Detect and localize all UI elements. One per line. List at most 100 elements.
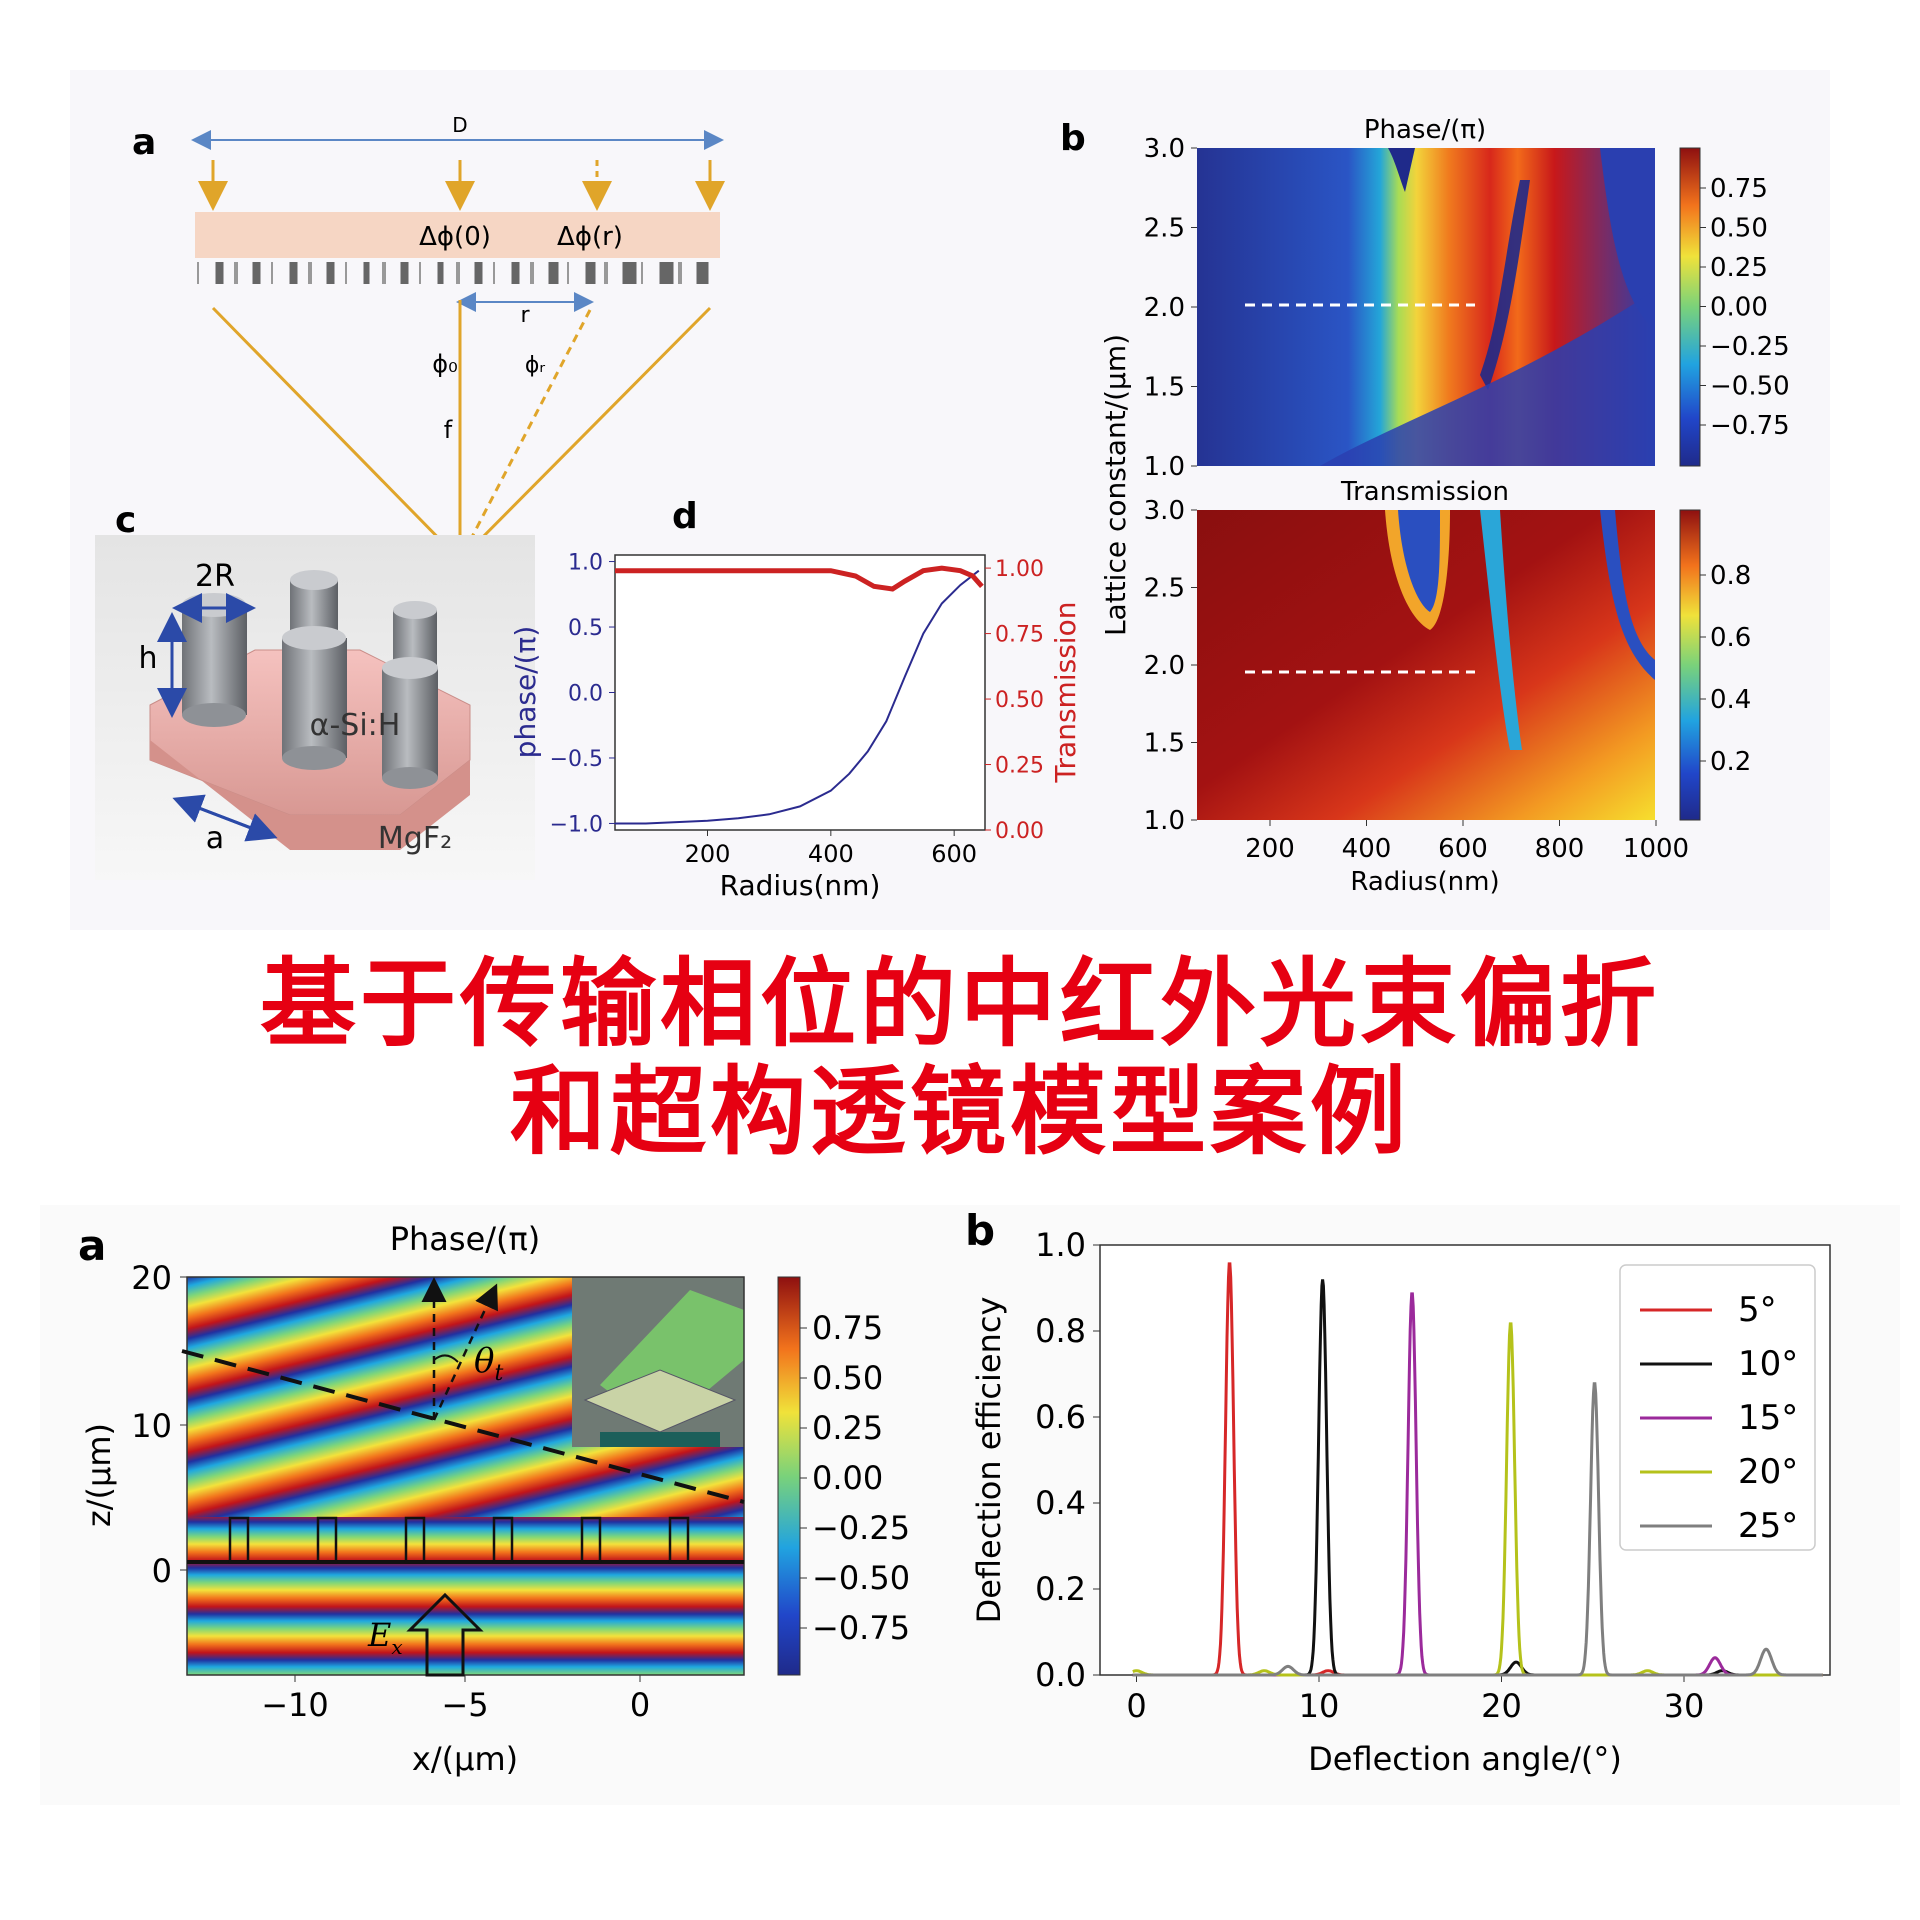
nanopillar-outline [668,1516,690,1564]
legend-entry: 15° [1738,1398,1798,1438]
efficiency-xtick-label: 30 [1664,1687,1705,1725]
lens-nanopillar [382,262,386,284]
inset-substrate [600,1432,720,1447]
d-ytick-right-label: 0.50 [995,688,1044,713]
lens-nanopillar [511,262,520,284]
trans-map-feature-3 [1480,510,1522,750]
trans-colorbar-tick-label: 0.4 [1710,685,1751,715]
metalens-substrate [195,212,720,258]
bottom-panel-b-label: b [965,1206,995,1255]
b-ytick-label: 1.0 [1144,806,1185,836]
panel-d-chart: d 200 400 600 1.0 0.5 0.0 −0.5 −1.0 1.00 0.75 0.50… [509,496,1082,902]
field-colorbar-tick-label: 0.00 [812,1459,883,1497]
field-map-ticks: −10 −5 0 20 10 0 [131,1259,650,1724]
b-xtick-label: 200 [1245,834,1295,864]
phase-colorbar-tick-label: 0.00 [1710,293,1768,323]
lens-nanopillar [696,262,709,284]
transmission-colorbar [1679,509,1701,821]
lattice-label: a [206,821,224,856]
phase-center-label: Δϕ(0) [419,222,491,252]
trans-map-feature-2 [1398,510,1440,612]
b-ticks: 3.0 2.5 2.0 1.5 1.0 3.0 2.5 2.0 1.5 1.0 200 400 600 8… [1144,134,1689,864]
field-colorbar [777,1276,801,1676]
nanopillar-outline [404,1516,426,1564]
d-ytick-right-label: 0.00 [995,819,1044,844]
field-map-xtick-label: 0 [630,1686,650,1724]
lens-nanopillar [474,262,483,284]
lens-nanopillar [326,262,335,284]
d-ytick-left-label: 1.0 [568,551,603,576]
d-ytick-left-label: −0.5 [550,747,603,772]
panel-c-unit-cell: c 2R h α-Si: [95,500,535,880]
d-ticks: 200 400 600 1.0 0.5 0.0 −0.5 −1.0 1.00 0.75 0.50 0.… [550,551,1044,868]
bottom-figure: a Phase/(π) θt Ex −10 −5 0 20 10 0 x/(μm) z/(… [40,1205,1900,1805]
field-map-ytick-label: 10 [131,1407,172,1445]
panel-b-heatmaps: b Phase/(π) Transmission 3.0 2.5 2.0 1.5 1.0… [1060,115,1790,897]
d-xtick-label: 600 [931,840,977,868]
focus-ray-r [458,309,592,561]
b-ytick-label: 2.0 [1144,293,1185,323]
diameter-label: D [452,113,467,137]
field-map-xtick-label: −5 [441,1686,488,1724]
b-xtick-label: 800 [1535,834,1585,864]
phase-colorbar-tick-label: 0.50 [1710,214,1768,244]
pillar-diameter-label: 2R [195,559,235,594]
b-ytick-label: 2.5 [1144,574,1185,604]
efficiency-ytick-label: 0.2 [1035,1570,1086,1608]
pillar-outlines [228,1516,690,1564]
field-colorbar-ticks: 0.75 0.50 0.25 0.00 −0.25 −0.50 −0.75 [800,1309,910,1647]
efficiency-series-25 [1132,1382,1823,1677]
phase-colorbar-tick-label: −0.75 [1710,411,1790,441]
focal-length-label: f [444,416,453,444]
b-ytick-label: 2.5 [1144,214,1185,244]
phase-map-title: Phase/(π) [1364,115,1486,145]
lens-nanopillar [419,262,421,284]
phir-label: ϕᵣ [525,353,546,378]
b-ytick-label: 1.5 [1144,729,1185,759]
panel-a-label: a [132,122,156,163]
focus-ray-right [458,306,712,562]
phi0-label: ϕ₀ [432,350,457,378]
b-ytick-label: 1.5 [1144,373,1185,403]
d-ytick-left-label: −1.0 [550,812,603,837]
lens-nanopillar [271,262,273,284]
phase-map-feature-2 [1480,180,1530,390]
lens-nanopillar [197,262,199,284]
legend-entry: 5° [1738,1290,1777,1330]
legend-entry: 10° [1738,1344,1798,1384]
d-ytick-left-label: 0.0 [568,682,603,707]
phase-r-label: Δϕ(r) [557,222,623,252]
d-ytick-left-label: 0.5 [568,616,603,641]
d-xlabel: Radius(nm) [720,869,881,902]
trans-colorbar-tick-label: 0.8 [1710,561,1751,591]
lens-nanopillar [493,262,495,284]
efficiency-xtick-label: 0 [1126,1687,1146,1725]
field-colorbar-tick-label: 0.75 [812,1309,883,1347]
bottom-panel-a: a Phase/(π) θt Ex −10 −5 0 20 10 0 x/(μm) z/(… [78,1220,910,1778]
pillar-material-label: α-Si:H [310,708,401,743]
plot-frame [614,554,986,831]
lens-nanopillar [678,262,682,284]
pillar-3 [393,601,437,665]
field-colorbar-tick-label: 0.50 [812,1359,883,1397]
field-map-xlabel: x/(μm) [412,1740,518,1778]
field-polarization-label: Ex [367,1616,403,1659]
legend-box [1619,1264,1816,1551]
field-map-ylabel: z/(μm) [80,1423,118,1527]
field-map-ytick-label: 20 [131,1259,172,1297]
lens-nanopillar [530,262,534,284]
legend-entry: 25° [1738,1506,1798,1546]
efficiency-xtick-label: 10 [1299,1687,1340,1725]
field-map-ytick-label: 0 [152,1552,172,1590]
nanopillar-row [197,262,709,284]
angle-arc [433,1354,459,1363]
pillar-5 [382,657,438,789]
lens-nanopillar [289,262,298,284]
b-ytick-label: 1.0 [1144,452,1185,482]
lens-nanopillar [548,262,559,284]
b-ytick-label: 3.0 [1144,134,1185,164]
efficiency-xtick-label: 20 [1481,1687,1522,1725]
lens-nanopillar [622,262,637,284]
efficiency-ytick-label: 0.6 [1035,1398,1086,1436]
lens-nanopillar [585,262,596,284]
